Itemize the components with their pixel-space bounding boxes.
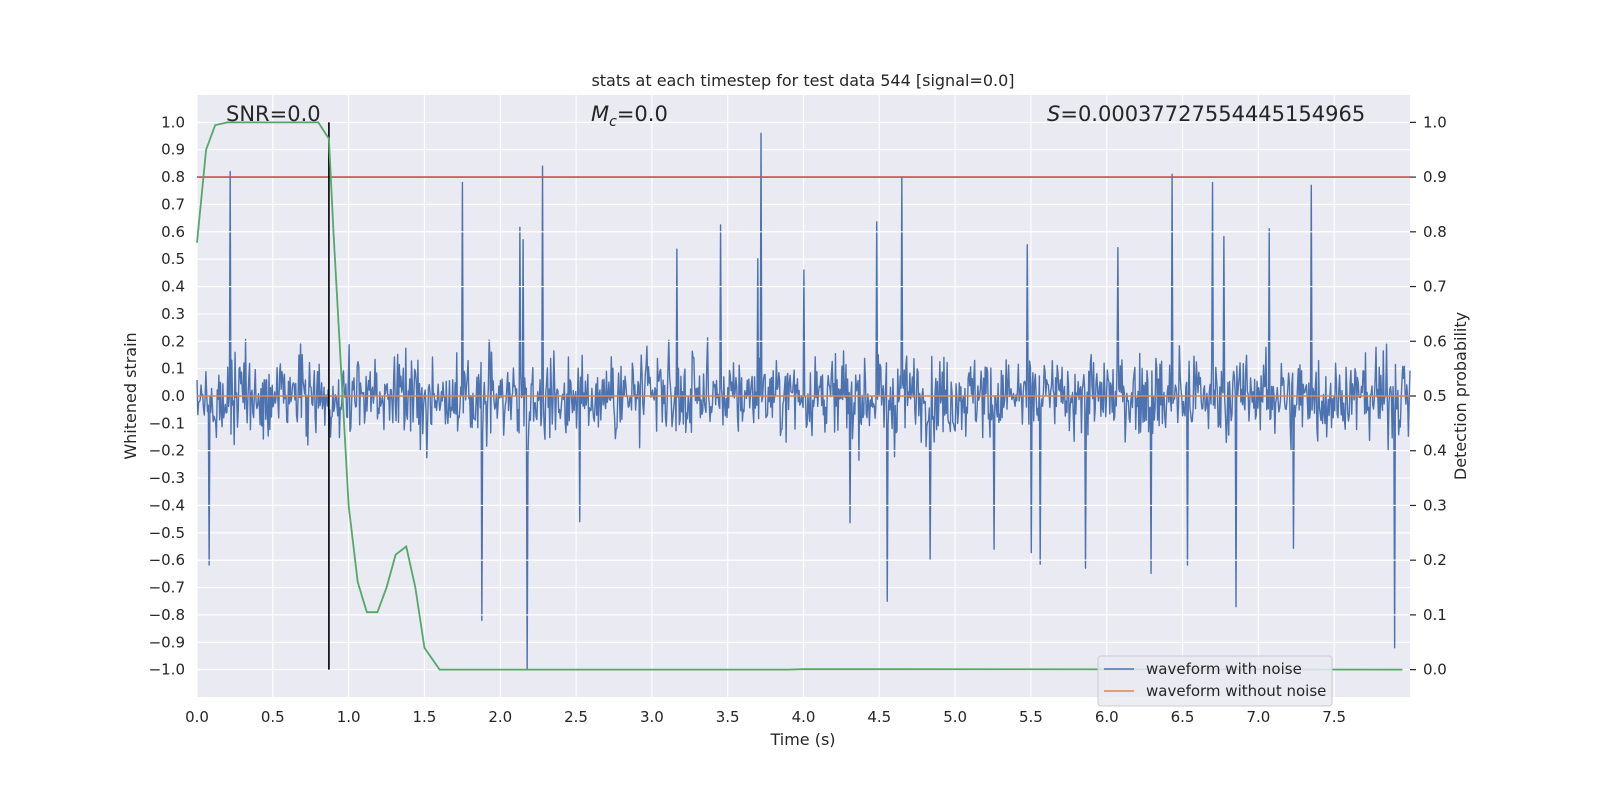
snr-annotation: SNR=0.0 — [226, 102, 321, 126]
chart-title: stats at each timestep for test data 544… — [591, 71, 1014, 90]
x-axis-title: Time (s) — [769, 730, 835, 749]
x-tick-label: 5.5 — [1019, 708, 1043, 726]
y-left-tick-label: 0.1 — [161, 360, 185, 378]
x-axis-ticks: 0.0 0.5 1.0 1.5 2.0 2.5 3.0 3.5 4.0 4.5 5.0 5.5 6.0 6… — [185, 708, 1346, 726]
x-tick-label: 2.0 — [488, 708, 512, 726]
y-left-tick-label: −0.8 — [149, 606, 185, 624]
y-right-tick-label: 0.7 — [1423, 278, 1447, 296]
y-right-tick-label: 0.3 — [1423, 496, 1447, 514]
y-left-tick-label: 0.3 — [161, 305, 185, 323]
x-tick-label: 7.0 — [1246, 708, 1270, 726]
y-left-tick-label: 0.6 — [161, 223, 185, 241]
legend: waveform with noise waveform without noi… — [1097, 655, 1333, 707]
x-tick-label: 4.5 — [867, 708, 891, 726]
chirp-mass-value: =0.0 — [617, 102, 668, 126]
y-left-tick-label: −0.5 — [149, 524, 185, 542]
significance-symbol: S — [1047, 102, 1060, 126]
y-right-tick-label: 0.1 — [1423, 606, 1447, 624]
x-tick-label: 3.5 — [716, 708, 740, 726]
y-left-tick-label: −1.0 — [149, 661, 185, 679]
y-left-tick-label: −0.9 — [149, 633, 185, 651]
y-right-tick-label: 0.4 — [1423, 442, 1447, 460]
x-tick-label: 6.5 — [1171, 708, 1195, 726]
x-tick-label: 3.0 — [640, 708, 664, 726]
y-right-axis-ticks: 1.0 0.9 0.8 0.7 0.6 0.5 0.4 0.3 0.2 0.1 0.0 — [1410, 113, 1447, 679]
y-right-tick-label: 1.0 — [1423, 113, 1447, 131]
x-tick-label: 1.0 — [337, 708, 361, 726]
y-left-tick-label: 0.0 — [161, 387, 185, 405]
y-right-tick-label: 0.5 — [1423, 387, 1447, 405]
y-right-axis-title: Detection probability — [1451, 312, 1470, 480]
chirp-mass-symbol: M — [591, 102, 609, 126]
y-left-tick-label: −0.2 — [149, 442, 185, 460]
x-tick-label: 5.0 — [943, 708, 967, 726]
y-left-tick-label: −0.1 — [149, 414, 185, 432]
significance-value: =0.00037727554445154965 — [1060, 102, 1365, 126]
x-tick-label: 7.5 — [1322, 708, 1346, 726]
x-tick-label: 0.0 — [185, 708, 209, 726]
y-left-tick-label: 0.5 — [161, 250, 185, 268]
chirp-mass-subscript: c — [609, 114, 617, 130]
x-tick-label: 4.0 — [792, 708, 816, 726]
y-left-axis-title: Whitened strain — [121, 332, 140, 459]
y-right-tick-label: 0.0 — [1423, 661, 1447, 679]
chirp-mass-annotation: Mc=0.0 — [591, 102, 668, 130]
x-tick-label: 1.5 — [413, 708, 437, 726]
x-tick-label: 2.5 — [564, 708, 588, 726]
x-tick-label: 0.5 — [261, 708, 285, 726]
legend-box — [1097, 655, 1333, 707]
legend-label-noise: waveform with noise — [1146, 660, 1302, 678]
y-left-tick-label: 0.2 — [161, 332, 185, 350]
detection-probability-line — [196, 121, 1403, 671]
y-right-tick-label: 0.2 — [1423, 551, 1447, 569]
y-left-tick-label: 0.9 — [161, 141, 185, 159]
waveform-with-noise-path — [196, 132, 1411, 671]
y-left-tick-label: 0.4 — [161, 278, 185, 296]
y-right-tick-label: 0.6 — [1423, 332, 1447, 350]
y-left-axis-ticks: 1.0 0.9 0.8 0.7 0.6 0.5 0.4 0.3 0.2 0.1 0.0 −0.1 −0.… — [149, 113, 185, 678]
x-tick-label: 6.0 — [1095, 708, 1119, 726]
y-left-tick-label: −0.3 — [149, 469, 185, 487]
y-left-tick-label: 0.8 — [161, 168, 185, 186]
y-left-tick-label: 0.7 — [161, 195, 185, 213]
y-left-tick-label: −0.6 — [149, 551, 185, 569]
legend-label-clean: waveform without noise — [1146, 682, 1326, 700]
y-right-tick-label: 0.8 — [1423, 223, 1447, 241]
y-left-tick-label: −0.7 — [149, 579, 185, 597]
significance-annotation: S=0.00037727554445154965 — [1047, 102, 1365, 126]
y-left-tick-label: 1.0 — [161, 113, 185, 131]
y-left-tick-label: −0.4 — [149, 496, 185, 514]
waveform-with-noise-series — [196, 132, 1411, 671]
y-right-tick-label: 0.9 — [1423, 168, 1447, 186]
